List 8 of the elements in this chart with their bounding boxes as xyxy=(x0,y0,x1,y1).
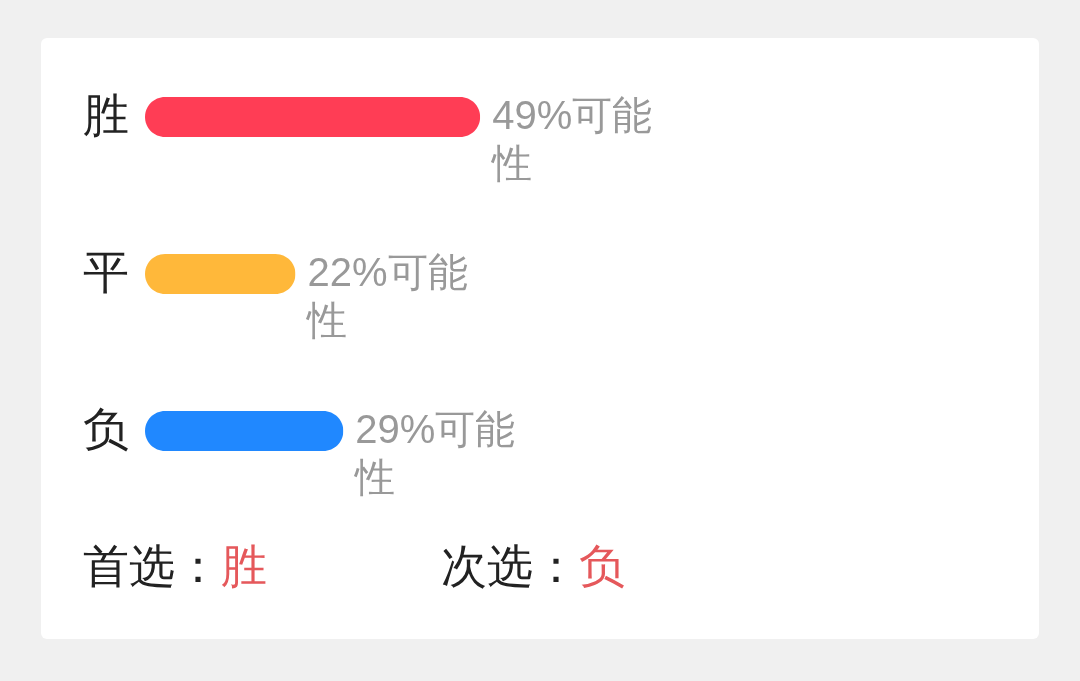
data-label: 49%可能性 xyxy=(490,93,653,185)
y-tick-label: 平 xyxy=(82,246,129,298)
text: 首选：胜 xyxy=(83,540,267,592)
data-label: 29%可能性 xyxy=(353,407,516,499)
y-tick-label: 胜 xyxy=(82,89,129,141)
y-tick-label: 负 xyxy=(82,403,129,455)
text: 次选：负 xyxy=(441,540,625,592)
data-label: 22%可能性 xyxy=(305,250,468,342)
